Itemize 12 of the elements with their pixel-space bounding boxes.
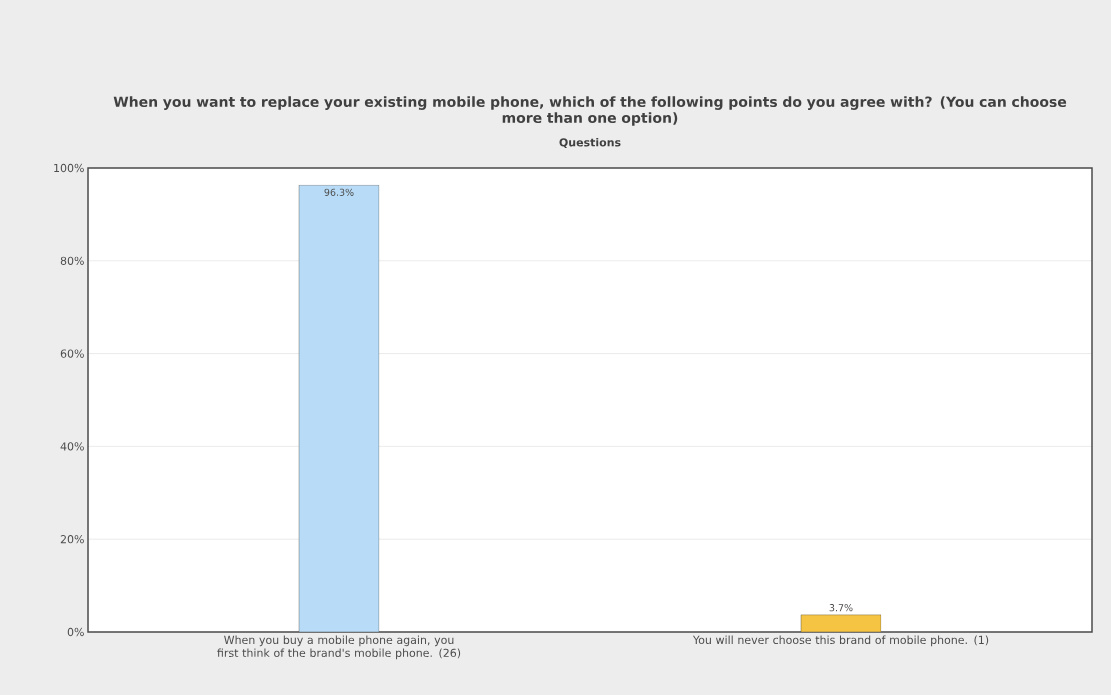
y-tick-label: 0% (67, 627, 84, 637)
x-tick-label: You will never choose this brand of mobile phone. (1) (692, 635, 989, 647)
y-tick-label: 20% (60, 535, 84, 544)
x-tick-label: When you buy a mobile phone again, you first think of the brand's mobile phone. (26) (217, 635, 461, 660)
y-tick-label: 40% (60, 442, 84, 451)
data-label: 96.3% (324, 188, 354, 196)
chart-title: When you want to replace your existing mobile phone, which of the following points do you agree with? (You can choose more than one option) (113, 96, 1067, 126)
y-tick-label: 100% (54, 163, 84, 173)
y-tick-label: 60% (60, 349, 84, 358)
data-label: 3.7% (829, 604, 853, 612)
chart-subtitle: Questions (559, 138, 621, 148)
y-tick-label: 80% (60, 256, 84, 265)
